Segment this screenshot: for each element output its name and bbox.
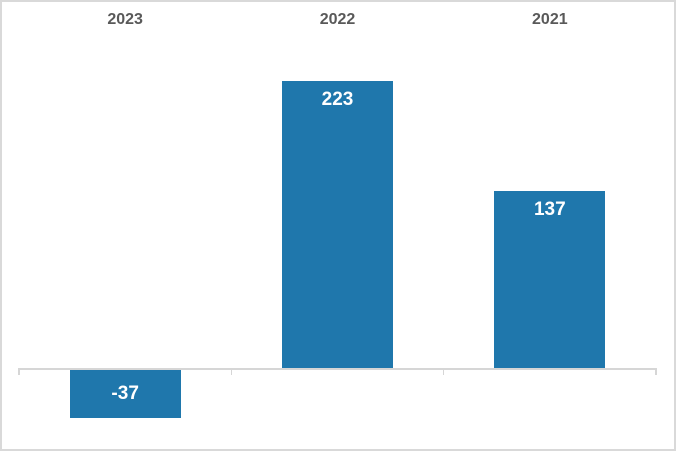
- bar-2023: -37: [69, 369, 181, 418]
- x-axis-tick: [18, 367, 20, 375]
- bar-value-label: 223: [321, 88, 354, 110]
- bar-2022: 223: [282, 80, 393, 368]
- x-axis-line: [19, 367, 656, 370]
- x-axis-tick: [655, 367, 657, 375]
- bar-value-label: 137: [533, 199, 566, 221]
- bar-value-label: -37: [111, 382, 139, 404]
- bar-2021: 137: [494, 191, 606, 368]
- x-axis-tick: [442, 367, 445, 375]
- category-label: 2023: [107, 11, 143, 28]
- x-axis-tick: [230, 367, 233, 375]
- category-label: 2021: [532, 11, 568, 28]
- category-label: 2022: [319, 11, 356, 28]
